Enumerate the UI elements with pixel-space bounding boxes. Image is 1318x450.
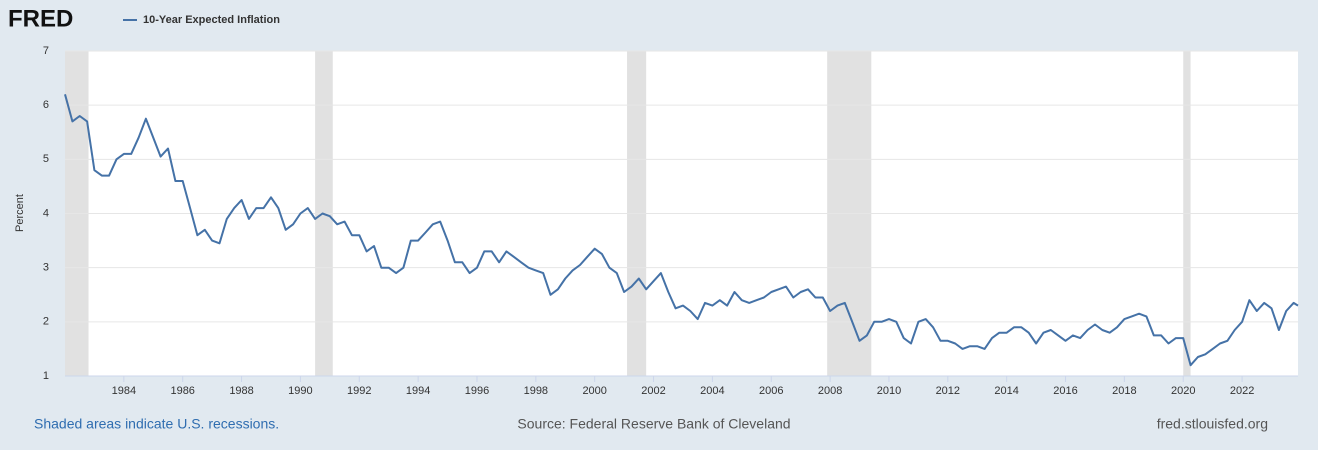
x-tick-label: 1984: [112, 385, 136, 397]
y-tick-label: 6: [43, 99, 49, 111]
x-tick-label: 2020: [1171, 385, 1195, 397]
y-tick-label: 7: [43, 45, 49, 57]
y-tick-label: 1: [43, 370, 49, 382]
x-tick-label: 2018: [1112, 385, 1136, 397]
x-tick-label: 1992: [347, 385, 371, 397]
x-tick-label: 2008: [818, 385, 842, 397]
series-line: [64, 94, 1299, 367]
x-tick-label: 2012: [936, 385, 960, 397]
x-tick-label: 1986: [170, 385, 194, 397]
x-tick-label: 2000: [582, 385, 606, 397]
x-tick-label: 1998: [524, 385, 548, 397]
y-tick-label: 3: [43, 262, 49, 274]
logo[interactable]: FRED: [8, 5, 73, 32]
y-tick-label: 2: [43, 316, 49, 328]
x-tick-label: 1996: [465, 385, 489, 397]
x-tick-label: 2014: [994, 385, 1018, 397]
x-tick-label: 2002: [641, 385, 665, 397]
x-tick-label: 1988: [229, 385, 253, 397]
x-tick-label: 2016: [1053, 385, 1077, 397]
url[interactable]: fred.stlouisfed.org: [1157, 416, 1268, 432]
recession-note[interactable]: Shaded areas indicate U.S. recessions.: [34, 416, 279, 432]
x-tick-label: 2010: [877, 385, 901, 397]
y-tick-label: 4: [43, 207, 49, 219]
y-axis-label: Percent: [14, 194, 26, 232]
x-tick-label: 1990: [288, 385, 312, 397]
x-tick-label: 1994: [406, 385, 430, 397]
x-tick-label: 2004: [700, 385, 724, 397]
legend-label[interactable]: 10-Year Expected Inflation: [143, 14, 280, 26]
x-tick-label: 2006: [759, 385, 783, 397]
y-tick-label: 5: [43, 153, 49, 165]
x-tick-label: 2022: [1230, 385, 1254, 397]
source: Source: Federal Reserve Bank of Clevelan…: [517, 416, 790, 432]
